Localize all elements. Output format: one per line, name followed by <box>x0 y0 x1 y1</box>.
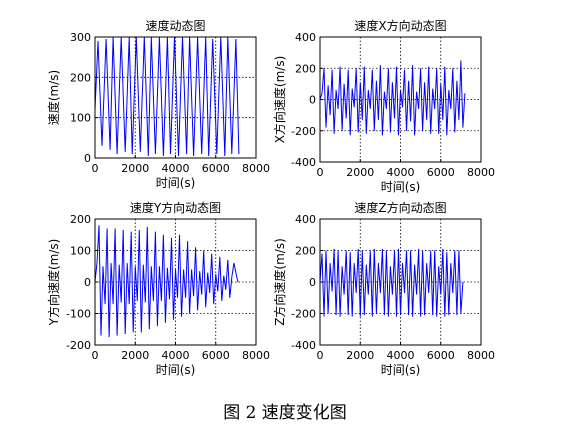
y-tick-label: 0 <box>309 276 316 289</box>
y-tick-label: 100 <box>70 245 91 258</box>
x-axis-label: 时间(s) <box>156 176 196 190</box>
x-axis-label: 时间(s) <box>381 180 421 194</box>
x-tick-label: 8000 <box>467 349 495 362</box>
x-tick-label: 4000 <box>387 349 415 362</box>
x-tick-label: 2000 <box>346 349 374 362</box>
x-tick-label: 8000 <box>242 162 270 175</box>
y-axis-label: Y方向速度(m/s) <box>46 239 61 327</box>
subplot-4: 0 2000 4000 6000 8000 -400 -200 0 200 400 速度Z方向动态图… <box>272 200 495 377</box>
y-axis-label: 速度(m/s) <box>46 70 61 125</box>
y-tick-label: 200 <box>70 213 91 226</box>
x-tick-label: 6000 <box>202 162 230 175</box>
y-axis-label: Z方向速度(m/s) <box>272 238 287 326</box>
x-tick-label: 2000 <box>121 349 149 362</box>
series-line-1 <box>94 36 240 157</box>
y-tick-label: 300 <box>70 31 91 44</box>
y-tick-label: 400 <box>295 31 316 44</box>
subplot-2: 0 2000 4000 6000 8000 -400 -200 0 200 400 速度X方向动态图… <box>272 18 495 194</box>
x-tick-label: 6000 <box>427 166 455 179</box>
x-tick-label: 0 <box>92 162 99 175</box>
figure-caption: 图 2 速度变化图 <box>223 403 347 423</box>
y-tick-label: -200 <box>66 339 91 352</box>
series-line-1 <box>319 60 466 136</box>
series-line-1 <box>94 225 239 338</box>
x-tick-label: 4000 <box>387 166 415 179</box>
y-tick-label: 0 <box>309 94 316 107</box>
chart-title: 速度Y方向动态图 <box>130 200 221 215</box>
x-tick-label: 0 <box>92 349 99 362</box>
subplot-3: 0 2000 4000 6000 8000 -200 -100 0 100 200 速度Y方向动态图… <box>46 200 270 377</box>
x-axis-label: 时间(s) <box>381 363 421 377</box>
x-tick-label: 8000 <box>467 166 495 179</box>
y-tick-label: -100 <box>66 308 91 321</box>
y-tick-label: -400 <box>291 156 316 169</box>
x-tick-label: 6000 <box>427 349 455 362</box>
y-tick-label: 200 <box>70 71 91 84</box>
y-tick-label: 400 <box>295 213 316 226</box>
y-tick-label: 0 <box>84 276 91 289</box>
chart-title: 速度动态图 <box>145 18 205 33</box>
chart-title: 速度X方向动态图 <box>354 18 446 33</box>
x-tick-label: 4000 <box>162 162 190 175</box>
series-line-1 <box>319 248 464 317</box>
y-tick-label: 200 <box>295 62 316 75</box>
y-tick-label: -400 <box>291 339 316 352</box>
chart-title: 速度Z方向动态图 <box>354 200 446 215</box>
y-tick-label: 100 <box>70 112 91 125</box>
x-tick-label: 2000 <box>346 166 374 179</box>
x-tick-label: 6000 <box>202 349 230 362</box>
x-tick-label: 2000 <box>121 162 149 175</box>
y-tick-label: 200 <box>295 245 316 258</box>
y-axis-label: X方向速度(m/s) <box>272 56 287 144</box>
x-tick-label: 0 <box>317 166 324 179</box>
x-tick-label: 0 <box>317 349 324 362</box>
x-tick-label: 4000 <box>162 349 190 362</box>
y-tick-label: -200 <box>291 125 316 138</box>
x-axis-label: 时间(s) <box>156 363 196 377</box>
y-tick-label: -200 <box>291 308 316 321</box>
y-tick-label: 0 <box>84 152 91 165</box>
x-tick-label: 8000 <box>242 349 270 362</box>
